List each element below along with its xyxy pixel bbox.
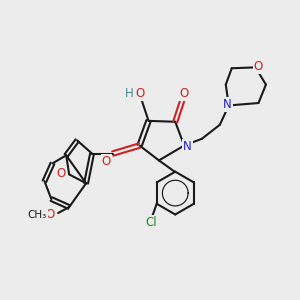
Text: O: O bbox=[136, 87, 145, 100]
Text: O: O bbox=[46, 208, 55, 221]
Text: N: N bbox=[223, 98, 232, 111]
Text: Cl: Cl bbox=[146, 216, 157, 229]
Text: CH₃: CH₃ bbox=[28, 210, 47, 220]
Text: H: H bbox=[125, 87, 134, 100]
Text: O: O bbox=[102, 155, 111, 168]
Text: N: N bbox=[183, 140, 192, 153]
Text: O: O bbox=[254, 60, 263, 73]
Text: O: O bbox=[179, 87, 188, 100]
Text: O: O bbox=[56, 167, 65, 180]
